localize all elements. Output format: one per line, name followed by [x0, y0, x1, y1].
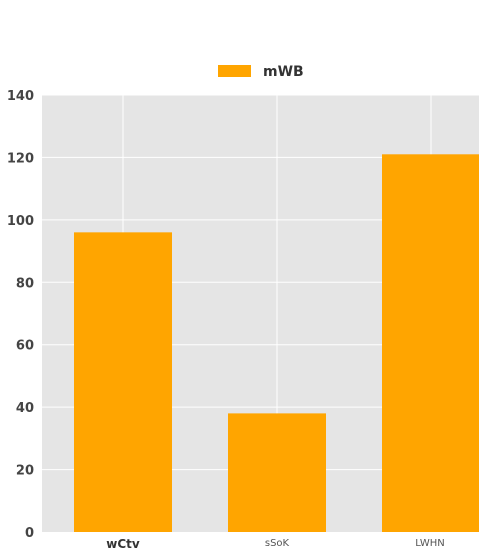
y-tick-label: 60 [16, 339, 34, 354]
y-tick-label: 120 [7, 151, 34, 166]
x-tick-label: LWHN [415, 538, 445, 549]
y-tick-label: 40 [16, 401, 34, 416]
y-axis-ticks: 0 20 40 60 80 100 120 140 [7, 89, 34, 541]
y-tick-label: 100 [7, 214, 34, 229]
y-tick-label: 80 [16, 276, 34, 291]
bar-wCtv [74, 232, 172, 533]
bars [74, 154, 479, 533]
x-tick-label: sSoK [265, 538, 290, 549]
x-axis-ticks: wCtv sSoK LWHN [106, 537, 445, 551]
bar-LWHN [382, 154, 479, 533]
y-tick-label: 0 [25, 526, 34, 541]
x-tick-label: wCtv [106, 537, 140, 551]
legend-swatch [218, 65, 251, 77]
legend-label: mWB [263, 64, 304, 80]
legend: mWB [218, 64, 304, 80]
y-tick-label: 140 [7, 89, 34, 104]
bar-sSoK [228, 413, 326, 532]
y-tick-label: 20 [16, 464, 34, 479]
